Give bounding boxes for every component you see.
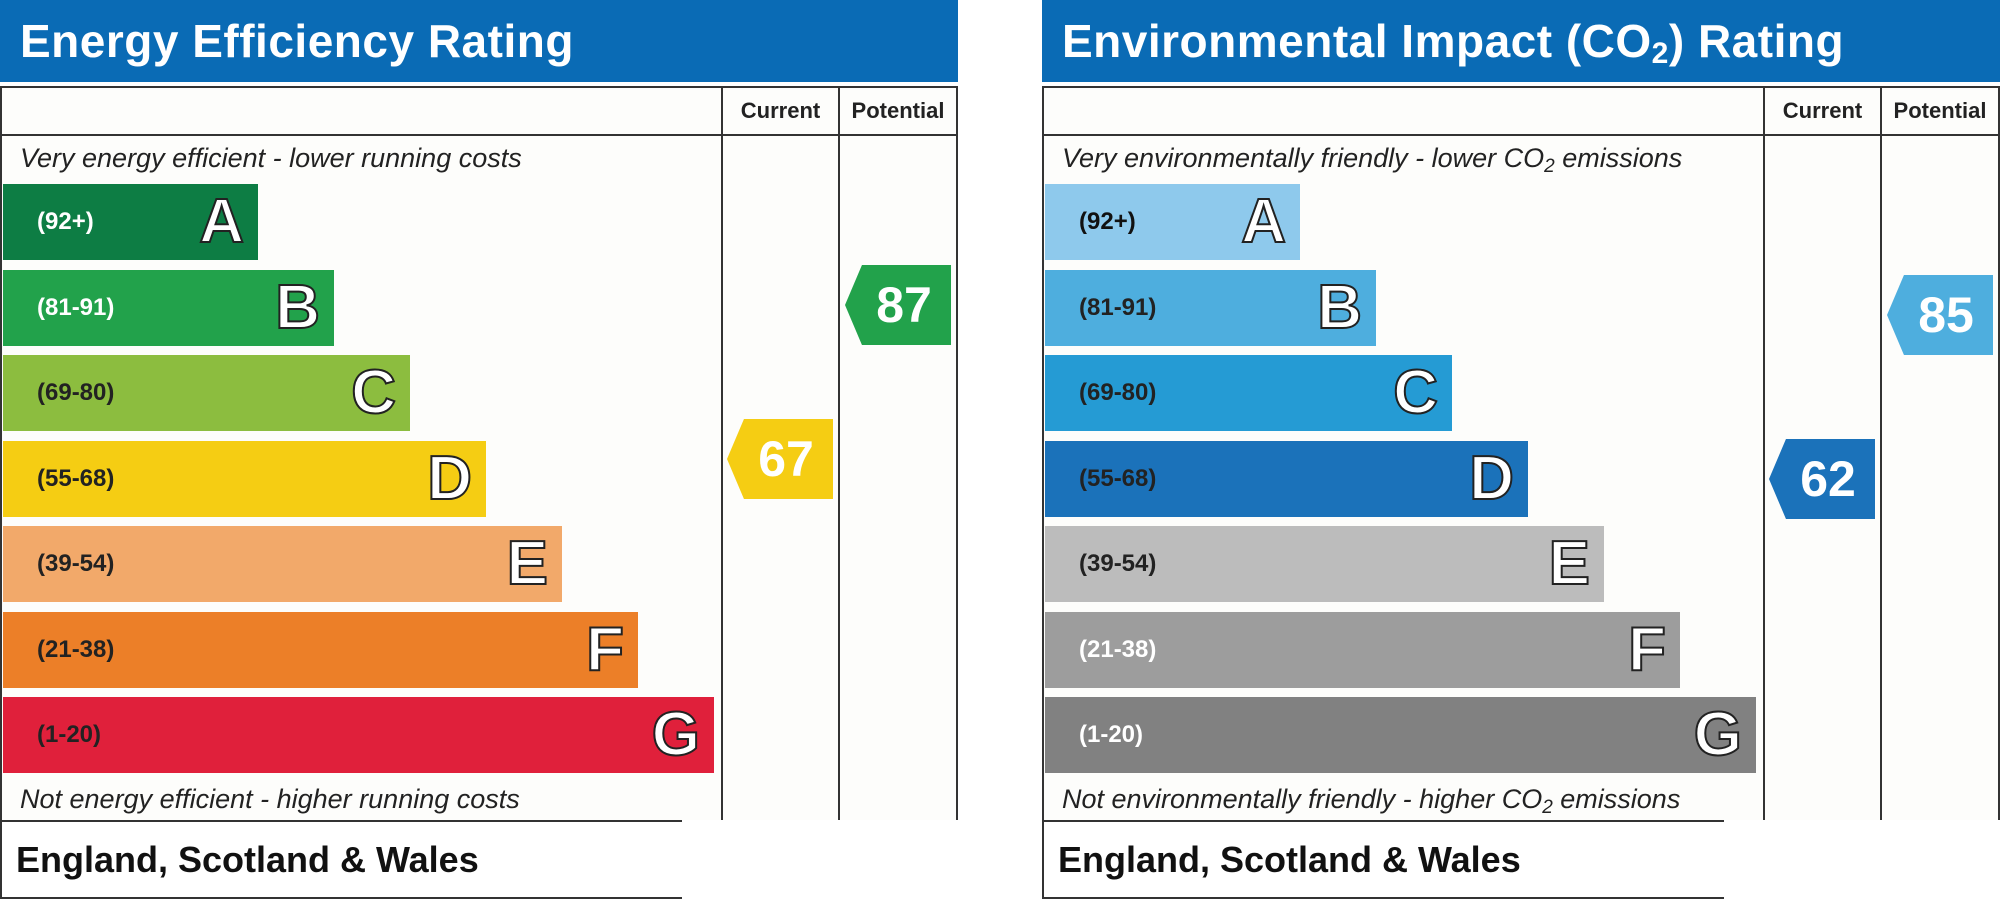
column-header-current: Current [740,98,821,123]
band-range-label: (69-80) [37,379,115,406]
footer-region: England, Scotland & Wales [1058,839,1521,880]
header-divider [1042,134,2000,136]
band-letter: C [1392,357,1439,428]
column-header-potential: Potential [1893,98,1987,123]
band-range-label: (55-68) [1079,464,1157,492]
panel-title-sub: 2 [1651,37,1669,70]
bottom-note: Not environmentally friendly - higher CO… [1062,784,1681,818]
band-range-label: (21-38) [1079,635,1157,663]
band-letter: G [1693,699,1743,770]
band-e: (39-54) E [1045,526,1604,602]
band-f: (21-38) F [3,611,638,688]
band-range-label: (39-54) [37,550,115,577]
band-range-label: (92+) [37,208,94,235]
footer-mask [1724,820,2000,900]
band-a: (92+) A [3,184,258,260]
column-divider-current [1763,86,1765,822]
band-range-label: (81-91) [37,293,115,321]
top-note-sub: 2 [1544,156,1555,177]
panel-title-text: Energy Efficiency Rating [20,15,574,67]
bottom-note-end: emissions [1552,784,1681,814]
column-divider-potential [838,86,840,822]
band-e: (39-54) E [3,526,562,602]
band-letter: C [350,357,397,428]
band-d: (55-68) D [3,440,486,517]
band-range-label: (39-54) [1079,550,1157,577]
column-header-potential: Potential [851,98,945,123]
band-range-label: (1-20) [1079,721,1144,748]
band-a: (92+) A [1045,184,1300,260]
band-letter: E [506,528,549,599]
band-letter: D [426,443,473,514]
band-range-label: (55-68) [37,464,115,492]
band-letter: E [1548,528,1591,599]
band-range-label: (92+) [1079,208,1136,235]
energy-efficiency-panel: Energy Efficiency Rating Current Potenti… [0,0,962,900]
header-divider [0,134,958,136]
panel-title-text: Environmental Impact (CO [1062,15,1652,67]
band-letter: G [651,699,701,770]
column-divider-potential [1880,86,1882,822]
band-range-label: (69-80) [1079,379,1157,406]
top-note-end: emissions [1554,143,1683,173]
potential-rating-arrow: 87 [845,265,951,345]
bottom-note: Not energy efficient - higher running co… [20,784,520,814]
band-range-label: (21-38) [37,635,115,663]
band-range-label: (1-20) [37,721,102,748]
column-header-current: Current [1782,98,1863,123]
current-rating-arrow: 62 [1769,439,1875,519]
band-letter: B [1316,272,1363,343]
footer-mask [682,820,962,900]
band-letter: F [585,614,625,685]
band-d: (55-68) D [1045,440,1528,517]
bottom-note-sub: 2 [1542,797,1553,818]
band-letter: B [274,272,321,343]
band-g: (1-20) G [3,697,714,773]
panel-title: Environmental Impact (CO2) Rating [1042,0,2000,82]
band-c: (69-80) C [3,355,410,431]
potential-rating-arrow: 85 [1887,275,1993,355]
environmental-impact-panel: Environmental Impact (CO2) Rating Curren… [1042,0,2000,900]
panel-title-end: ) Rating [1668,15,1845,67]
band-range-label: (81-91) [1079,293,1157,321]
band-letter: D [1468,443,1515,514]
current-rating-arrow: 67 [727,419,833,499]
column-divider-current [721,86,723,822]
band-g: (1-20) G [1045,697,1756,773]
bottom-note-text: Not environmentally friendly - higher CO [1062,784,1543,814]
panel-title: Energy Efficiency Rating [0,0,958,82]
band-f: (21-38) F [1045,611,1680,688]
top-note: Very environmentally friendly - lower CO… [1062,143,1683,177]
top-note: Very energy efficient - lower running co… [20,143,522,173]
band-letter: A [1240,186,1287,257]
band-b: (81-91) B [3,269,334,346]
band-letter: F [1627,614,1667,685]
top-note-text: Very environmentally friendly - lower CO [1062,143,1545,173]
band-letter: A [198,186,245,257]
band-c: (69-80) C [1045,355,1452,431]
band-b: (81-91) B [1045,269,1376,346]
footer-region: England, Scotland & Wales [16,839,479,880]
